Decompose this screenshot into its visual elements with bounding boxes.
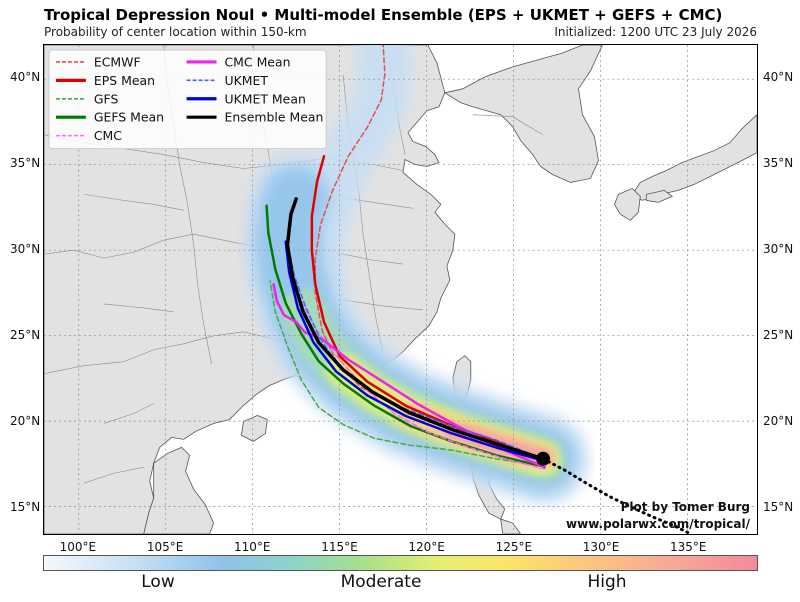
credit-website: www.polarwx.com/tropical/ bbox=[566, 517, 750, 531]
legend-label: ECMWF bbox=[94, 54, 141, 69]
japan-shikoku bbox=[645, 189, 674, 203]
legend-label: GEFS Mean bbox=[94, 110, 164, 125]
hainan bbox=[241, 415, 268, 442]
track-gfs bbox=[269, 280, 541, 467]
lon-tick-label: 105°E bbox=[146, 540, 184, 554]
model-tracks bbox=[265, 45, 547, 470]
initialized-time: Initialized: 1200 UTC 23 July 2026 bbox=[554, 25, 757, 39]
lat-tick-label: 15°N bbox=[763, 499, 794, 514]
vietnam bbox=[143, 446, 214, 534]
lat-tick-label: 20°N bbox=[10, 413, 41, 428]
past-track bbox=[536, 451, 693, 534]
colorbar-low-label: Low bbox=[141, 572, 175, 592]
colorbar-high-label: High bbox=[587, 572, 627, 592]
current-position-marker bbox=[536, 451, 551, 466]
lon-tick-label: 115°E bbox=[321, 540, 358, 554]
lat-tick-label: 20°N bbox=[763, 413, 794, 428]
track-ensemble-mean bbox=[285, 197, 545, 461]
probability-colorbar bbox=[43, 555, 758, 571]
lat-tick-label: 40°N bbox=[10, 70, 41, 85]
chart-subtitle: Probability of center location within 15… bbox=[44, 25, 307, 39]
legend-label: CMC Mean bbox=[224, 54, 290, 69]
credit-author: Plot by Tomer Burg bbox=[620, 500, 750, 514]
track-map: ECMWF EPS Mean GFS GEFS Mean CMC CMC Mean UKME… bbox=[43, 44, 758, 535]
chart-title: Tropical Depression Noul • Multi-model E… bbox=[44, 6, 723, 24]
lon-tick-label: 100°E bbox=[59, 540, 97, 554]
lat-tick-label: 25°N bbox=[10, 327, 41, 342]
track-ukmet-mean bbox=[284, 240, 545, 462]
lat-tick-label: 30°N bbox=[763, 242, 794, 256]
legend-label: UKMET Mean bbox=[224, 91, 305, 106]
colorbar-moderate-label: Moderate bbox=[340, 572, 422, 592]
japan-kyushu bbox=[613, 187, 641, 221]
legend-label: CMC bbox=[94, 128, 122, 143]
legend-label: GFS bbox=[94, 91, 119, 106]
lat-tick-label: 15°N bbox=[10, 499, 41, 514]
lon-tick-label: 125°E bbox=[495, 540, 533, 554]
lon-tick-label: 135°E bbox=[669, 540, 707, 554]
lat-tick-label: 35°N bbox=[10, 156, 41, 171]
lon-tick-label: 110°E bbox=[234, 540, 271, 554]
lat-tick-label: 25°N bbox=[763, 327, 794, 342]
legend: ECMWF EPS Mean GFS GEFS Mean CMC CMC Mean UKME… bbox=[48, 49, 327, 150]
legend-label: UKMET bbox=[224, 73, 268, 88]
luzon-south bbox=[500, 518, 522, 534]
lat-tick-label: 40°N bbox=[763, 70, 794, 85]
past-track-line bbox=[541, 457, 693, 534]
lon-tick-label: 130°E bbox=[582, 540, 620, 554]
lat-tick-label: 35°N bbox=[763, 156, 794, 171]
lat-tick-label: 30°N bbox=[10, 242, 41, 256]
lon-tick-label: 120°E bbox=[408, 540, 445, 554]
legend-label: EPS Mean bbox=[94, 73, 155, 88]
legend-label: Ensemble Mean bbox=[224, 110, 323, 125]
